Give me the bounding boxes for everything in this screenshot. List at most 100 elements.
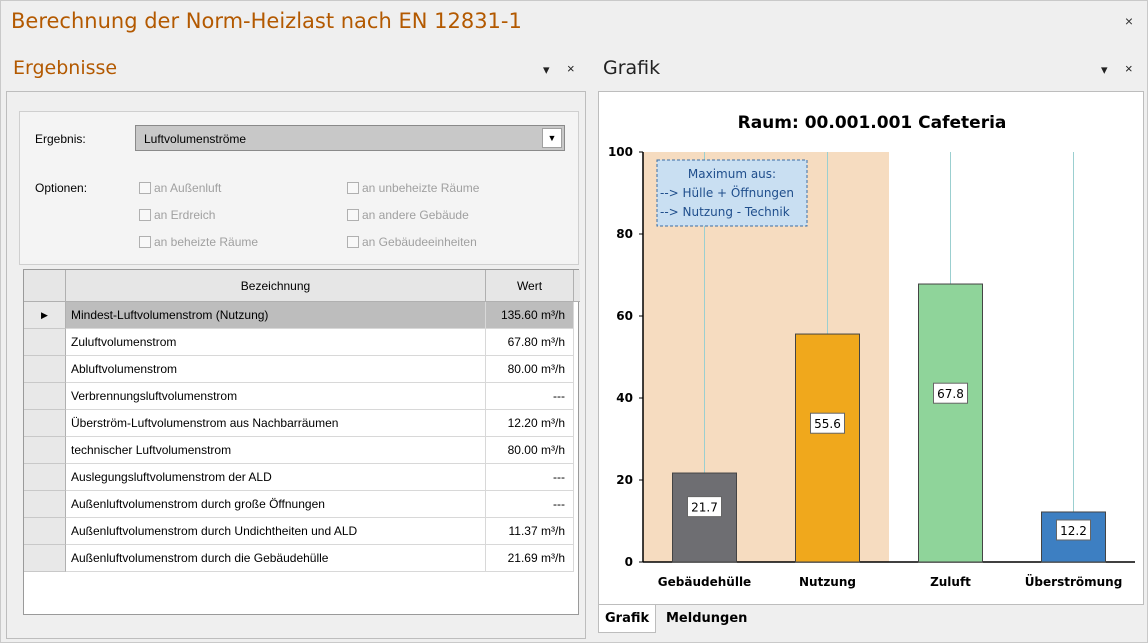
row-selector[interactable] [24, 410, 66, 437]
data-label-box [933, 382, 968, 404]
chart-title: Raum: 00.001.001 Cafeteria [738, 113, 1007, 133]
result-label: Ergebnis: [35, 132, 86, 146]
table-row[interactable]: Außenluftvolumenstrom durch die Gebäudeh… [24, 545, 574, 572]
data-label: 55.6 [814, 417, 841, 431]
table-row[interactable]: ▶ Mindest-Luftvolumenstrom (Nutzung) 135.6… [24, 302, 574, 329]
row-name: Überström-Luftvolumenstrom aus Nachbarrä… [66, 410, 486, 437]
row-selector[interactable] [24, 518, 66, 545]
row-value: 80.00 m³/h [486, 356, 574, 383]
row-value: --- [486, 383, 574, 410]
table-row[interactable]: Verbrennungsluftvolumenstrom --- [24, 383, 574, 410]
results-pin-icon[interactable]: ▾ [543, 62, 550, 77]
option-an-aussenluft[interactable]: an Außenluft [139, 181, 221, 195]
chart-close-icon[interactable]: × [1125, 61, 1133, 76]
bar [795, 333, 860, 563]
row-selector[interactable] [24, 383, 66, 410]
option-an-erdreich[interactable]: an Erdreich [139, 208, 215, 222]
chevron-down-icon[interactable]: ▼ [542, 128, 562, 148]
row-value: 67.80 m³/h [486, 329, 574, 356]
column-header-bezeichnung[interactable]: Bezeichnung [66, 270, 486, 302]
category-label: Gebäudehülle [658, 575, 751, 589]
row-name: Auslegungsluftvolumenstrom der ALD [66, 464, 486, 491]
category-label: Überströmung [1025, 574, 1123, 589]
bar [918, 283, 983, 563]
row-name: Verbrennungsluftvolumenstrom [66, 383, 486, 410]
option-an-andere-gebaeude[interactable]: an andere Gebäude [347, 208, 469, 222]
results-pane-title: Ergebnisse [13, 57, 118, 79]
row-value: 135.60 m³/h [486, 302, 574, 329]
chart-pin-icon[interactable]: ▾ [1101, 62, 1108, 77]
tab-grafik[interactable]: Grafik [598, 605, 657, 633]
y-tick-label: 60 [616, 309, 633, 323]
table-header: Bezeichnung Wert [24, 270, 580, 302]
data-label-box [810, 412, 845, 434]
bar-chart: 0 20 40 60 80 100 21.7 Gebäudehülle 55.6 Nutzung 6… [608, 113, 1135, 589]
row-value: 80.00 m³/h [486, 437, 574, 464]
option-an-unbeheizte-raeume[interactable]: an unbeheizte Räume [347, 181, 479, 195]
option-an-beheizte-raeume[interactable]: an beheizte Räume [139, 235, 258, 249]
result-select-value: Luftvolumenströme [144, 132, 247, 146]
window-title: Berechnung der Norm-Heizlast nach EN 128… [11, 9, 522, 33]
checkbox-icon[interactable] [139, 182, 151, 194]
checkbox-icon[interactable] [139, 236, 151, 248]
results-close-icon[interactable]: × [567, 61, 575, 76]
y-tick-label: 80 [616, 227, 633, 241]
row-value: 21.69 m³/h [486, 545, 574, 572]
row-selector[interactable] [24, 464, 66, 491]
result-select[interactable]: Luftvolumenströme ▼ [135, 125, 565, 151]
row-name: Außenluftvolumenstrom durch Undichtheite… [66, 518, 486, 545]
annotation-box [656, 159, 808, 227]
row-selector[interactable] [24, 356, 66, 383]
window-close-icon[interactable]: × [1124, 13, 1133, 29]
row-value: 11.37 m³/h [486, 518, 574, 545]
checkbox-icon[interactable] [139, 209, 151, 221]
chart-pane-title: Grafik [603, 57, 661, 79]
table-row[interactable]: Außenluftvolumenstrom durch Undichtheite… [24, 518, 574, 545]
row-name: Mindest-Luftvolumenstrom (Nutzung) [66, 302, 486, 329]
y-tick-label: 40 [616, 391, 633, 405]
table-row[interactable]: Abluftvolumenstrom 80.00 m³/h [24, 356, 574, 383]
y-tick-label: 20 [616, 473, 633, 487]
table-row[interactable]: Zuluftvolumenstrom 67.80 m³/h [24, 329, 574, 356]
row-value: --- [486, 491, 574, 518]
table-row[interactable]: Außenluftvolumenstrom durch große Öffnun… [24, 491, 574, 518]
category-label: Nutzung [799, 575, 856, 589]
row-name: technischer Luftvolumenstrom [66, 437, 486, 464]
select-all-corner[interactable] [24, 270, 66, 302]
row-value: 12.20 m³/h [486, 410, 574, 437]
table-row[interactable]: Überström-Luftvolumenstrom aus Nachbarrä… [24, 410, 574, 437]
table-row[interactable]: technischer Luftvolumenstrom 80.00 m³/h [24, 437, 574, 464]
row-name: Außenluftvolumenstrom durch die Gebäudeh… [66, 545, 486, 572]
chart-tabs: Grafik Meldungen [598, 605, 1144, 635]
data-label: 67.8 [937, 387, 964, 401]
row-selector[interactable] [24, 437, 66, 464]
annotation-line: Maximum aus: [688, 167, 776, 181]
row-pointer-icon[interactable]: ▶ [24, 302, 66, 329]
checkbox-icon[interactable] [347, 182, 359, 194]
column-header-wert[interactable]: Wert [486, 270, 574, 302]
row-name: Außenluftvolumenstrom durch große Öffnun… [66, 491, 486, 518]
annotation-line: --> Nutzung - Technik [660, 205, 790, 219]
row-selector[interactable] [24, 329, 66, 356]
row-value: --- [486, 464, 574, 491]
bar [672, 472, 737, 563]
y-tick-label: 100 [608, 145, 633, 159]
results-table: Bezeichnung Wert ▶ Mindest-Luftvolumenstr… [23, 269, 580, 615]
tab-meldungen[interactable]: Meldungen [666, 611, 748, 626]
chart-panel: 0 20 40 60 80 100 21.7 Gebäudehülle 55.6 Nutzung 6… [598, 91, 1144, 605]
data-label: 12.2 [1060, 524, 1087, 538]
row-name: Abluftvolumenstrom [66, 356, 486, 383]
table-row[interactable]: Auslegungsluftvolumenstrom der ALD --- [24, 464, 574, 491]
data-label-box [687, 496, 722, 518]
checkbox-icon[interactable] [347, 236, 359, 248]
y-tick-label: 0 [625, 555, 633, 569]
data-label-box [1056, 519, 1091, 541]
option-an-gebaeudeeinheiten[interactable]: an Gebäudeeinheiten [347, 235, 477, 249]
row-name: Zuluftvolumenstrom [66, 329, 486, 356]
row-selector[interactable] [24, 545, 66, 572]
category-label: Zuluft [930, 575, 971, 589]
annotation-line: --> Hülle + Öffnungen [660, 184, 794, 200]
checkbox-icon[interactable] [347, 209, 359, 221]
row-selector[interactable] [24, 491, 66, 518]
